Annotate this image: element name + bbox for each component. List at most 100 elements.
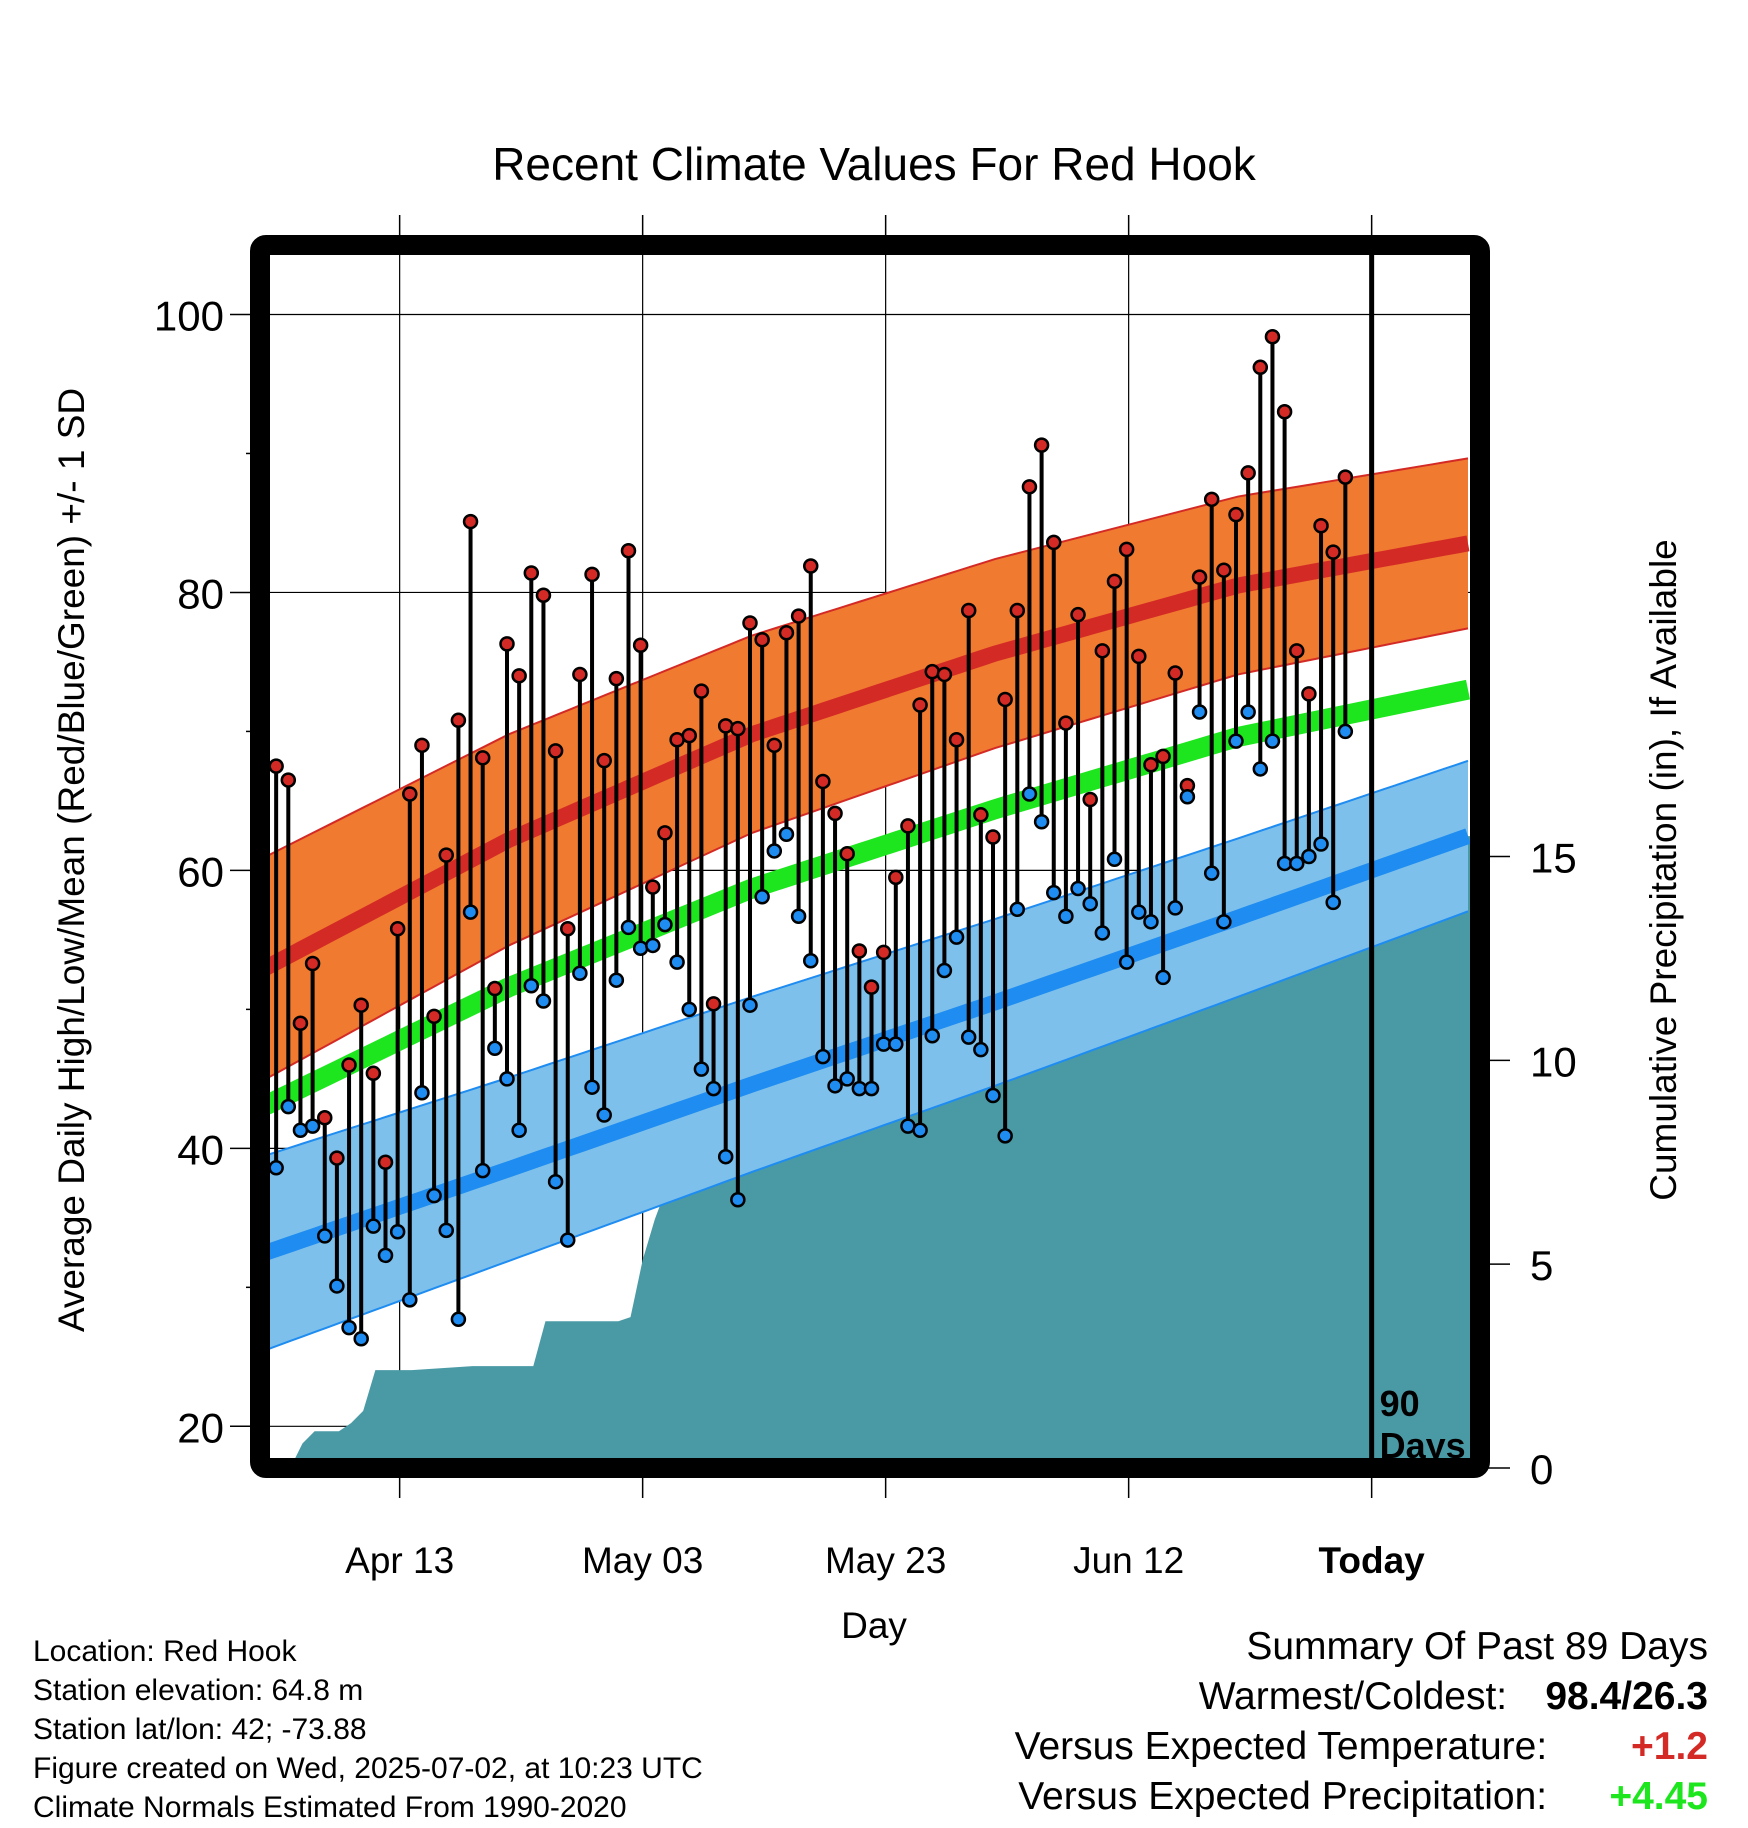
observed-low-point: [487, 1040, 503, 1057]
observed-high-point: [778, 624, 795, 641]
observed-low-point: [827, 1078, 843, 1094]
observed-high-point: [742, 615, 758, 631]
today-marker-label-days: Days: [1380, 1425, 1466, 1466]
observed-low-point: [389, 1223, 406, 1240]
observed-low-point: [304, 1118, 321, 1134]
observed-low-point: [1155, 969, 1171, 986]
observed-high-point: [1276, 404, 1293, 420]
observed-high-point: [353, 997, 369, 1013]
observed-low-point: [1301, 848, 1317, 865]
observed-high-point: [584, 566, 600, 583]
observed-low-point: [657, 916, 673, 933]
observed-high-point: [329, 1150, 345, 1166]
observed-high-point: [1118, 541, 1135, 558]
observed-low-point: [1167, 900, 1183, 916]
observed-high-point: [1337, 469, 1354, 485]
observed-high-point: [839, 845, 855, 862]
observed-low-point: [1106, 851, 1123, 868]
observed-high-point: [705, 996, 722, 1012]
observed-high-point: [426, 1008, 442, 1025]
observed-high-point: [730, 720, 746, 737]
observed-high-point: [888, 869, 904, 886]
observed-low-point: [499, 1071, 515, 1087]
latlon-text: Station lat/lon: 42; -73.88: [33, 1713, 367, 1746]
observed-low-point: [1143, 914, 1159, 930]
observed-high-point: [717, 718, 734, 734]
precip-label: Versus Expected Precipitation:: [1018, 1775, 1548, 1818]
observed-high-point: [511, 668, 527, 684]
observed-high-point: [487, 980, 503, 997]
observed-high-point: [389, 921, 406, 937]
observed-high-point: [596, 752, 612, 769]
observed-high-point: [900, 818, 916, 834]
observed-high-point: [620, 543, 637, 559]
observed-high-point: [1070, 606, 1086, 623]
observed-high-point: [438, 847, 454, 863]
chart-title: Recent Climate Values For Red Hook: [492, 138, 1257, 190]
observed-high-point: [1106, 573, 1123, 590]
observed-high-point: [1313, 517, 1329, 534]
observed-high-point: [815, 773, 831, 790]
normal-high-line: [270, 535, 1470, 975]
temp-label: Versus Expected Temperature:: [1014, 1725, 1548, 1768]
observed-low-point: [1009, 901, 1026, 918]
observed-high-point: [341, 1057, 357, 1073]
observed-low-point: [1252, 761, 1269, 777]
observed-low-point: [863, 1080, 880, 1097]
low-sd-band-upper-edge: [270, 759, 1469, 1156]
observed-high-point: [1033, 437, 1050, 453]
observed-high-point: [1021, 479, 1038, 495]
observed-low-point: [353, 1331, 369, 1347]
observed-high-point: [973, 807, 989, 823]
x-tick-label: Jun 12: [1073, 1540, 1184, 1581]
today-marker-label-count: 90: [1380, 1383, 1420, 1424]
observed-high-point: [657, 825, 673, 841]
observed-high-point: [402, 786, 418, 802]
observed-high-point: [1131, 648, 1147, 665]
observed-high-point: [1009, 602, 1026, 619]
observed-low-point: [766, 843, 783, 859]
x-tick-label: May 23: [825, 1540, 946, 1581]
observed-high-point: [1046, 534, 1062, 551]
y2-tick-label: 10: [1530, 1038, 1577, 1085]
summary-heading: Summary Of Past 89 Days: [1246, 1625, 1708, 1668]
observed-low-point: [730, 1192, 746, 1208]
observed-high-point: [292, 1015, 309, 1032]
summary-panel: Summary Of Past 89 Days Warmest/Coldest:…: [1015, 1622, 1708, 1822]
x-tick-label: Apr 13: [345, 1540, 454, 1581]
observed-low-point: [693, 1061, 710, 1077]
normals-note: Climate Normals Estimated From 1990-2020: [33, 1791, 627, 1824]
observed-high-point: [1058, 715, 1074, 731]
observed-high-point: [1216, 562, 1232, 578]
observed-high-point: [462, 513, 479, 530]
observed-low-point: [754, 889, 770, 905]
observed-high-point: [1094, 643, 1111, 659]
warm-cold-value: 98.4/26.3: [1545, 1675, 1708, 1718]
observed-high-point: [523, 565, 540, 581]
observed-high-point: [1240, 465, 1256, 481]
observed-high-point: [960, 602, 977, 619]
observed-high-point: [1301, 686, 1317, 702]
observed-low-point: [329, 1278, 345, 1294]
observed-low-point: [681, 1001, 697, 1018]
normal-mean-line: [270, 679, 1470, 1115]
warm-cold-label: Warmest/Coldest:: [1198, 1675, 1508, 1718]
observed-high-point: [280, 772, 297, 788]
observed-low-point: [717, 1148, 734, 1165]
observed-low-point: [705, 1080, 722, 1097]
observed-low-point: [1228, 733, 1244, 749]
observed-low-point: [1021, 786, 1038, 802]
observed-low-point: [669, 954, 685, 970]
observed-low-point: [523, 977, 540, 994]
observed-high-point: [693, 683, 710, 699]
temp-anomaly-value: +1.2: [1631, 1725, 1708, 1768]
observed-low-point: [888, 1036, 904, 1052]
observed-low-point: [1070, 880, 1086, 897]
y-tick-label: 40: [177, 1126, 224, 1173]
observed-low-point: [1082, 896, 1098, 912]
observed-low-point: [1337, 723, 1354, 740]
observed-high-point: [414, 737, 430, 754]
observed-low-point: [912, 1122, 928, 1139]
